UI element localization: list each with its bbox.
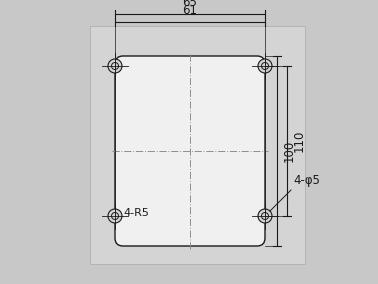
FancyBboxPatch shape (90, 26, 305, 264)
Circle shape (112, 62, 118, 70)
Circle shape (258, 59, 272, 73)
Text: 4-φ5: 4-φ5 (293, 174, 320, 187)
Circle shape (258, 209, 272, 223)
Text: 100: 100 (283, 140, 296, 162)
Circle shape (262, 212, 268, 220)
Circle shape (262, 62, 268, 70)
Circle shape (108, 209, 122, 223)
Circle shape (108, 59, 122, 73)
Text: 65: 65 (183, 0, 197, 9)
Circle shape (112, 212, 118, 220)
Text: 61: 61 (183, 4, 197, 17)
Text: 4-R5: 4-R5 (123, 208, 149, 218)
Text: 110: 110 (293, 130, 306, 152)
FancyBboxPatch shape (115, 56, 265, 246)
